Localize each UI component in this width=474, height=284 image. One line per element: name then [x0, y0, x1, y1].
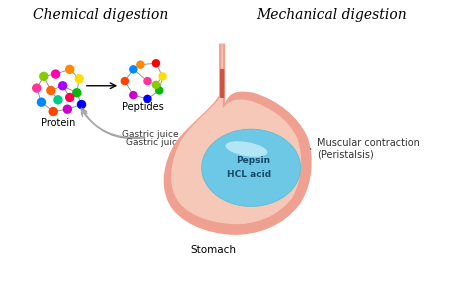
Circle shape [51, 69, 60, 79]
PathPatch shape [171, 43, 301, 224]
Circle shape [65, 65, 74, 74]
Circle shape [152, 59, 160, 68]
Circle shape [152, 81, 160, 89]
Text: Stomach: Stomach [191, 245, 237, 255]
Circle shape [48, 107, 58, 116]
Ellipse shape [226, 141, 267, 157]
Text: HCL acid: HCL acid [227, 170, 271, 179]
Circle shape [32, 83, 41, 93]
Circle shape [72, 88, 82, 97]
Circle shape [63, 105, 72, 114]
FancyBboxPatch shape [220, 69, 224, 98]
Text: Mechanical digestion: Mechanical digestion [256, 9, 407, 22]
Ellipse shape [201, 129, 301, 206]
Circle shape [74, 74, 84, 83]
Text: Gastric juice: Gastric juice [126, 138, 183, 147]
Circle shape [155, 86, 164, 95]
Circle shape [143, 77, 152, 85]
Text: Protein: Protein [41, 118, 75, 128]
Circle shape [39, 72, 48, 81]
Circle shape [120, 77, 129, 85]
Circle shape [53, 95, 63, 105]
Circle shape [46, 86, 55, 95]
Circle shape [136, 60, 145, 69]
Circle shape [77, 100, 86, 109]
Circle shape [129, 65, 137, 74]
Text: Muscular contraction
(Peristalsis): Muscular contraction (Peristalsis) [317, 138, 420, 160]
Circle shape [143, 95, 152, 103]
Circle shape [65, 93, 74, 102]
Text: Gastric juice: Gastric juice [121, 130, 178, 139]
Circle shape [158, 72, 167, 81]
Circle shape [36, 97, 46, 107]
Text: Pepsin: Pepsin [237, 156, 271, 165]
PathPatch shape [164, 43, 312, 235]
Text: Peptides: Peptides [122, 102, 164, 112]
Circle shape [58, 81, 67, 90]
Circle shape [129, 91, 137, 99]
Text: Chemical digestion: Chemical digestion [33, 9, 168, 22]
